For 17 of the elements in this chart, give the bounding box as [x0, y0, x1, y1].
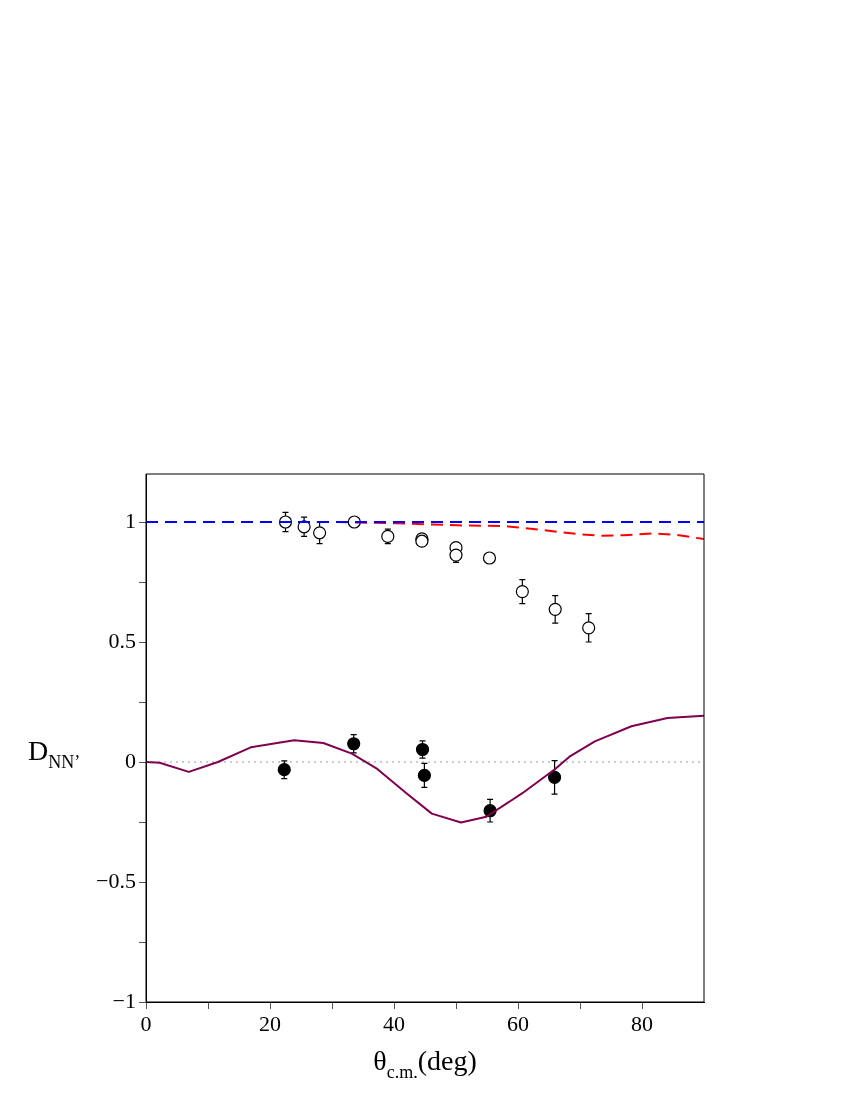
point [347, 515, 361, 529]
y-tick-label: 1 [125, 507, 136, 533]
point [515, 585, 529, 599]
point [547, 770, 562, 784]
point [582, 621, 596, 635]
point [417, 768, 431, 783]
y-tick-label: −0.5 [96, 867, 136, 893]
x-tick-label: 40 [383, 1010, 405, 1036]
x-tick-label: 20 [259, 1010, 281, 1036]
x-tick-label: 60 [507, 1010, 529, 1036]
x-tick-label: 80 [631, 1010, 653, 1036]
y-tick-label: 0 [125, 747, 136, 773]
y-tick-label: −1 [112, 987, 136, 1013]
point [313, 526, 327, 540]
point [548, 602, 562, 616]
point [482, 551, 497, 565]
y-tick-label: 0.5 [108, 627, 136, 653]
